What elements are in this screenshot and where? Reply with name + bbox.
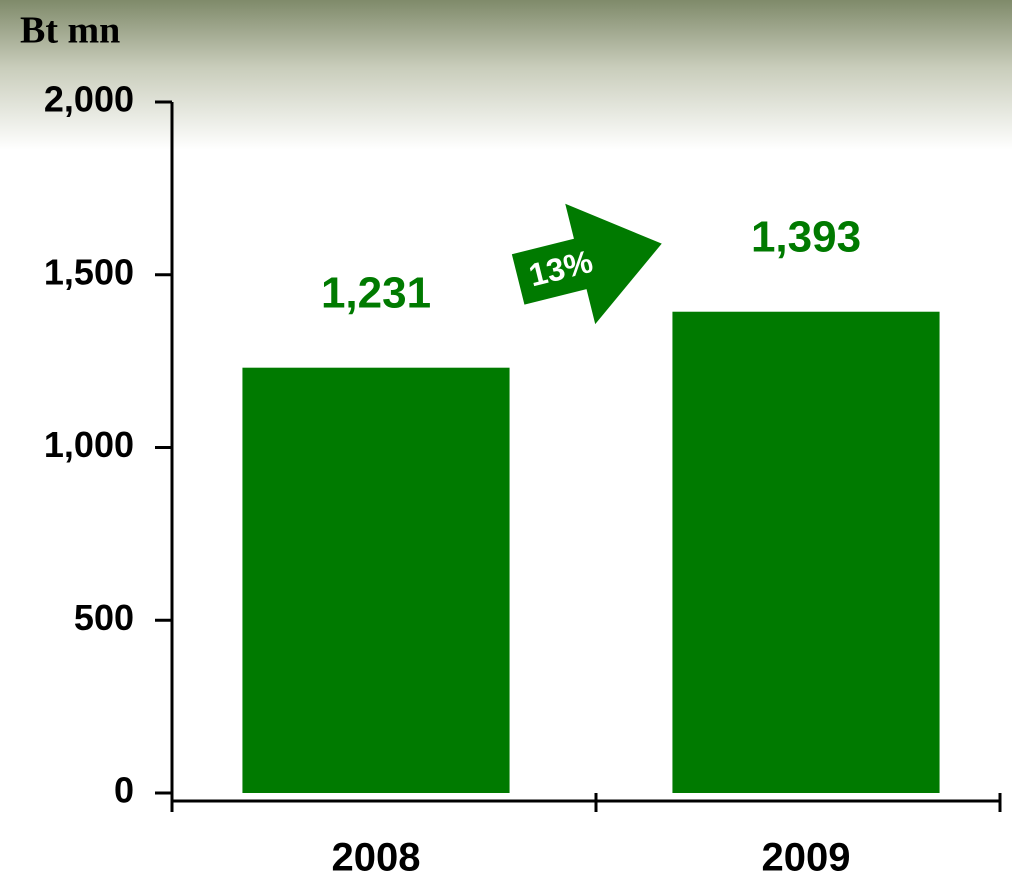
bar: [672, 311, 940, 793]
arrow-shape: [511, 203, 662, 325]
x-tick-label: 2009: [762, 836, 851, 880]
bar: [242, 367, 510, 793]
y-tick-label: 1,500: [44, 251, 134, 292]
y-tick-label: 0: [114, 770, 134, 811]
y-tick-label: 500: [74, 597, 134, 638]
x-tick-label: 2008: [332, 836, 421, 880]
value-label: 1,393: [751, 212, 861, 261]
value-label: 1,231: [321, 268, 431, 317]
growth-arrow: 13%: [511, 203, 662, 325]
y-tick-label: 2,000: [44, 79, 134, 120]
y-tick-label: 1,000: [44, 424, 134, 465]
background: [0, 0, 1012, 150]
y-axis-label: Bt mn: [20, 10, 120, 52]
